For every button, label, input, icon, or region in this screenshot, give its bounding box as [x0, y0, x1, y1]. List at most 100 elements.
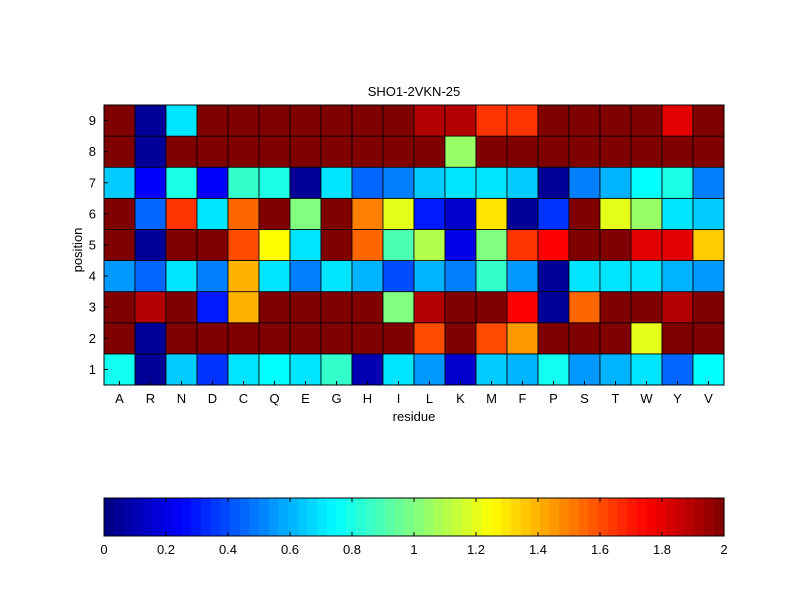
heatmap-cell-Y-3 — [661, 291, 694, 324]
heatmap-cell-E-4 — [289, 260, 322, 293]
heatmap-cell-Y-9 — [661, 104, 694, 137]
heatmap-cell-H-7 — [351, 166, 384, 199]
heatmap-cell-F-8 — [506, 135, 539, 168]
colorbar-segment — [501, 498, 512, 536]
colorbar-segment — [278, 498, 289, 536]
colorbar-segment — [704, 498, 715, 536]
heatmap-cell-L-7 — [413, 166, 446, 199]
heatmap-cell-L-5 — [413, 229, 446, 261]
heatmap-cell-A-8 — [103, 135, 136, 168]
heatmap-cell-M-9 — [475, 104, 508, 137]
heatmap-cell-I-8 — [382, 135, 415, 168]
heatmap — [103, 104, 725, 386]
colorbar-segment — [268, 498, 279, 536]
heatmap-cell-F-6 — [506, 197, 539, 230]
colorbar-segment — [326, 498, 338, 536]
heatmap-cell-R-9 — [134, 104, 167, 137]
colorbar-segment — [317, 498, 328, 536]
x-tick-label: E — [301, 391, 310, 406]
heatmap-cell-M-7 — [475, 166, 508, 199]
colorbar-tick-label: 0.8 — [343, 542, 361, 557]
heatmap-cell-Q-8 — [258, 135, 291, 168]
colorbar-segment — [113, 498, 124, 536]
x-tick-label: K — [456, 391, 465, 406]
colorbar-segment — [714, 498, 725, 536]
colorbar-segment — [162, 498, 173, 536]
heatmap-cell-D-8 — [196, 135, 229, 168]
heatmap-cell-P-8 — [537, 135, 570, 168]
heatmap-cell-G-4 — [320, 260, 353, 293]
x-tick-label: T — [612, 391, 620, 406]
x-tick-label: D — [208, 391, 217, 406]
heatmap-cell-R-6 — [134, 197, 167, 230]
x-tick-label: V — [704, 391, 713, 406]
heatmap-cell-D-5 — [196, 229, 229, 261]
heatmap-cell-G-5 — [320, 229, 353, 261]
colorbar-segment — [336, 498, 347, 536]
heatmap-cell-F-9 — [506, 104, 539, 137]
heatmap-cell-W-2 — [630, 322, 663, 355]
y-tick-label: 1 — [89, 362, 96, 377]
heatmap-cell-T-3 — [599, 291, 632, 324]
heatmap-cell-V-1 — [692, 353, 725, 386]
heatmap-cell-Q-6 — [258, 197, 291, 230]
heatmap-cell-E-6 — [289, 197, 322, 230]
heatmap-cell-Y-5 — [661, 229, 694, 261]
heatmap-cell-T-5 — [599, 229, 632, 261]
heatmap-cell-N-9 — [165, 104, 198, 137]
colorbar-segment — [346, 498, 357, 536]
heatmap-cell-V-4 — [692, 260, 725, 293]
colorbar-segment — [646, 498, 657, 536]
colorbar-segment — [656, 498, 667, 536]
heatmap-cell-H-5 — [351, 229, 384, 261]
heatmap-cell-W-3 — [630, 291, 663, 324]
colorbar-segment — [472, 498, 483, 536]
heatmap-cell-T-1 — [599, 353, 632, 386]
heatmap-cell-E-5 — [289, 229, 322, 261]
heatmap-cell-C-2 — [227, 322, 260, 355]
heatmap-cell-H-9 — [351, 104, 384, 137]
heatmap-cell-K-3 — [444, 291, 477, 324]
heatmap-cell-N-2 — [165, 322, 198, 355]
heatmap-cell-P-5 — [537, 229, 570, 261]
heatmap-cell-P-3 — [537, 291, 570, 324]
colorbar-tick-label: 0.4 — [219, 542, 237, 557]
colorbar-segment — [636, 498, 648, 536]
heatmap-cell-H-1 — [351, 353, 384, 386]
heatmap-cell-L-1 — [413, 353, 446, 386]
heatmap-cell-I-5 — [382, 229, 415, 261]
colorbar-segment — [685, 498, 696, 536]
heatmap-cell-S-3 — [568, 291, 601, 324]
colorbar-segment — [142, 498, 154, 536]
colorbar-tick-label: 2 — [720, 542, 727, 557]
heatmap-cell-K-5 — [444, 229, 477, 261]
colorbar-segment — [491, 498, 502, 536]
heatmap-cell-P-4 — [537, 260, 570, 293]
heatmap-cell-I-7 — [382, 166, 415, 199]
heatmap-cell-A-1 — [103, 353, 136, 386]
heatmap-cell-G-9 — [320, 104, 353, 137]
colorbar-segment — [297, 498, 309, 536]
y-axis-ticks: 1 2 3 4 5 6 7 8 9 — [89, 113, 108, 377]
heatmap-cell-V-9 — [692, 104, 725, 137]
colorbar-tick-label: 1.2 — [467, 542, 485, 557]
heatmap-cell-W-7 — [630, 166, 663, 199]
x-tick-label: Q — [269, 391, 279, 406]
heatmap-cell-T-8 — [599, 135, 632, 168]
colorbar-segment — [530, 498, 541, 536]
heatmap-cell-M-6 — [475, 197, 508, 230]
colorbar-segment — [365, 498, 376, 536]
colorbar-segment — [259, 498, 270, 536]
heatmap-cell-T-7 — [599, 166, 632, 199]
colorbar-segment — [607, 498, 619, 536]
colorbar-segment — [694, 498, 706, 536]
heatmap-cell-G-7 — [320, 166, 353, 199]
colorbar-segment — [181, 498, 192, 536]
heatmap-cell-R-4 — [134, 260, 167, 293]
heatmap-cell-W-1 — [630, 353, 663, 386]
heatmap-cell-Y-4 — [661, 260, 694, 293]
heatmap-cell-G-3 — [320, 291, 353, 324]
colorbar-ticks: 0 0.2 0.4 0.6 0.8 1 1.2 1.4 1.6 1.8 2 — [100, 498, 728, 557]
heatmap-cell-N-3 — [165, 291, 198, 324]
